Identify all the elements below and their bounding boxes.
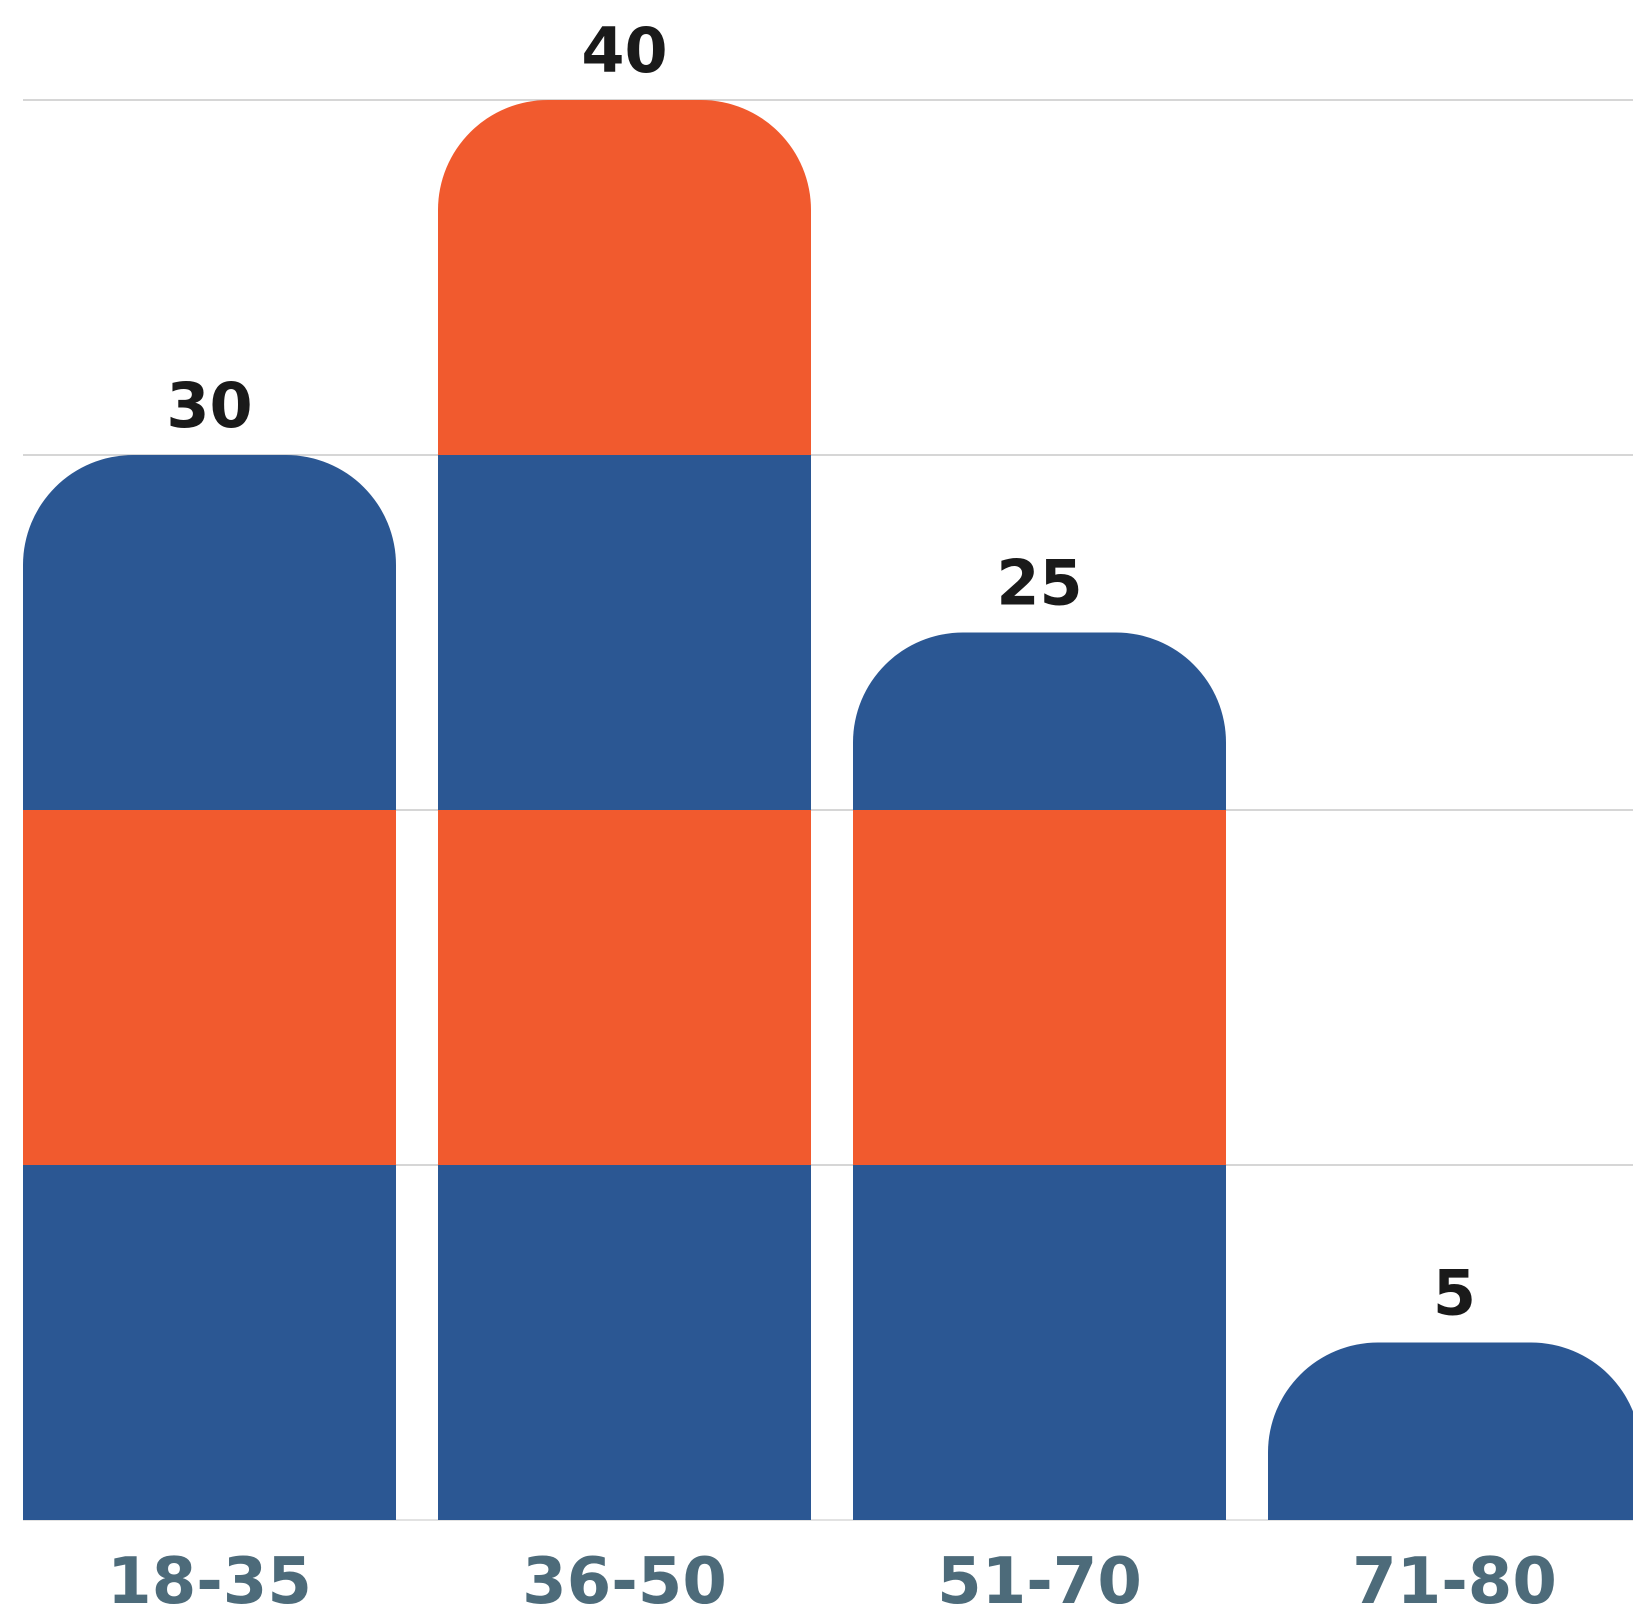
value-label-71-80: 5 (1433, 1257, 1476, 1330)
x-tick-label-71-80: 71-80 (1352, 1545, 1557, 1619)
bar-36-50-segment-2 (438, 810, 811, 1165)
bar-36-50-segment-4 (438, 100, 811, 455)
bar-36-50-segment-1 (438, 1165, 811, 1520)
bar-51-70-segment-3 (853, 632, 1226, 810)
bars (23, 100, 1633, 1520)
x-tick-label-51-70: 51-70 (937, 1545, 1142, 1619)
value-label-51-70: 25 (996, 547, 1082, 620)
x-axis-tick-labels: 18-35 36-50 51-70 71-80 (107, 1545, 1557, 1619)
value-label-36-50: 40 (581, 14, 667, 87)
bar-51-70-segment-2 (853, 810, 1226, 1165)
value-label-18-35: 30 (166, 369, 252, 442)
bar-71-80-segment-1 (1268, 1342, 1633, 1520)
bar-51-70-segment-1 (853, 1165, 1226, 1520)
bar-18-35-segment-3 (23, 455, 396, 810)
bar-18-35-segment-2 (23, 810, 396, 1165)
x-tick-label-36-50: 36-50 (522, 1545, 727, 1619)
bar-36-50-segment-3 (438, 455, 811, 810)
x-tick-label-18-35: 18-35 (107, 1545, 312, 1619)
bar-18-35-segment-1 (23, 1165, 396, 1520)
value-labels: 30 40 25 5 (166, 14, 1476, 1330)
